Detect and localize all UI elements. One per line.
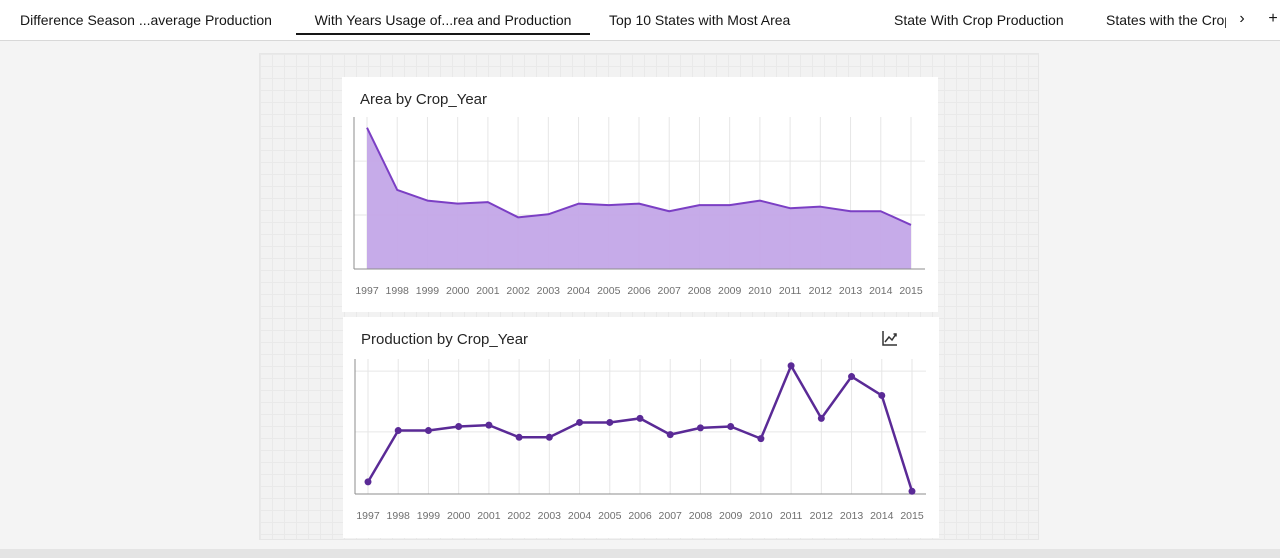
x-tick-label: 2008	[689, 510, 713, 522]
data-point[interactable]	[787, 362, 795, 370]
data-point[interactable]	[848, 373, 856, 381]
x-tick-label: 1997	[355, 285, 379, 297]
tab-top10-states[interactable]: Top 10 States with Most Area	[609, 12, 791, 28]
x-tick-label: 2015	[899, 285, 923, 297]
x-tick-label: 2003	[538, 510, 562, 522]
data-point[interactable]	[424, 427, 432, 435]
x-tick-label: 2014	[870, 510, 894, 522]
data-point[interactable]	[576, 418, 584, 426]
x-tick-label: 2005	[598, 510, 622, 522]
data-point[interactable]	[606, 418, 614, 426]
add-tab-icon[interactable]: +	[1268, 10, 1278, 27]
x-tick-label: 1999	[417, 510, 441, 522]
line-chart-icon[interactable]	[880, 328, 900, 348]
x-tick-label: 2001	[476, 285, 500, 297]
x-tick-label: 2007	[658, 285, 682, 297]
data-point[interactable]	[636, 414, 644, 422]
x-tick-label: 2015	[900, 510, 924, 522]
data-point[interactable]	[817, 414, 825, 422]
x-tick-label: 1999	[416, 285, 440, 297]
data-point[interactable]	[455, 423, 463, 430]
x-tick-label: 2010	[749, 510, 773, 522]
x-tick-label: 2013	[839, 285, 863, 297]
tab-difference-season[interactable]: Difference Season ...average Production	[20, 12, 272, 28]
production-chart-card[interactable]: Production by Crop_Year 1997 1998 1999 2000…	[343, 317, 939, 538]
series-line	[366, 127, 912, 226]
data-point[interactable]	[394, 427, 402, 435]
data-point[interactable]	[485, 421, 493, 429]
data-point[interactable]	[545, 433, 553, 441]
data-point[interactable]	[696, 424, 704, 432]
x-tick-label: 2014	[869, 285, 893, 297]
data-point[interactable]	[666, 431, 674, 439]
x-tick-label: 1997	[356, 510, 380, 522]
x-tick-label: 2011	[780, 510, 803, 522]
x-tick-label: 2008	[688, 285, 712, 297]
data-point[interactable]	[727, 423, 735, 430]
x-tick-label: 2002	[507, 510, 531, 522]
tab-states-with-crop[interactable]: States with the Crop	[1106, 12, 1226, 28]
x-tick-label: 2006	[627, 285, 651, 297]
x-tick-label: 2004	[567, 285, 591, 297]
x-tick-label: 2012	[810, 510, 834, 522]
x-tick-label: 2000	[447, 510, 471, 522]
x-tick-label: 2012	[809, 285, 833, 297]
x-tick-label: 2002	[506, 285, 530, 297]
x-tick-label: 2004	[568, 510, 592, 522]
x-tick-label: 1998	[386, 285, 410, 297]
area-fill	[367, 127, 911, 269]
x-tick-label: 2011	[779, 285, 802, 297]
tab-scroll-right-icon[interactable]: ›	[1239, 10, 1245, 27]
production-chart-title: Production by Crop_Year	[361, 331, 529, 348]
bottom-scroll-strip	[0, 549, 1280, 558]
data-point[interactable]	[878, 391, 886, 399]
tab-bar: Difference Season ...average Production …	[0, 0, 1280, 41]
data-point[interactable]	[757, 435, 765, 443]
data-point[interactable]	[908, 487, 916, 495]
area-chart-title: Area by Crop_Year	[360, 91, 488, 108]
x-tick-label: 2006	[628, 510, 652, 522]
tab-years-usage[interactable]: With Years Usage of...rea and Production	[296, 0, 590, 40]
x-tick-label: 2013	[840, 510, 864, 522]
x-tick-label: 2001	[477, 510, 501, 522]
area-chart-svg: 1997 1998 1999 2000 2001 2002 2003 2004 2005 2006…	[353, 117, 925, 297]
production-chart-svg: 1997 1998 1999 2000 2001 2002 2003 2004 2005 2006…	[354, 359, 926, 522]
x-tick-label: 2010	[748, 285, 772, 297]
area-chart-card[interactable]: Area by Crop_Year 1997 1998 1999 2000 2001 20…	[342, 77, 938, 312]
x-tick-label: 2009	[718, 285, 742, 297]
tab-state-crop-production[interactable]: State With Crop Production	[894, 12, 1064, 28]
x-tick-label: 2007	[659, 510, 683, 522]
data-point[interactable]	[364, 478, 372, 486]
x-tick-label: 2000	[446, 285, 470, 297]
data-point[interactable]	[515, 433, 523, 441]
x-tick-label: 1998	[387, 510, 411, 522]
x-tick-label: 2009	[719, 510, 743, 522]
x-tick-label: 2005	[597, 285, 621, 297]
x-tick-label: 2003	[537, 285, 561, 297]
